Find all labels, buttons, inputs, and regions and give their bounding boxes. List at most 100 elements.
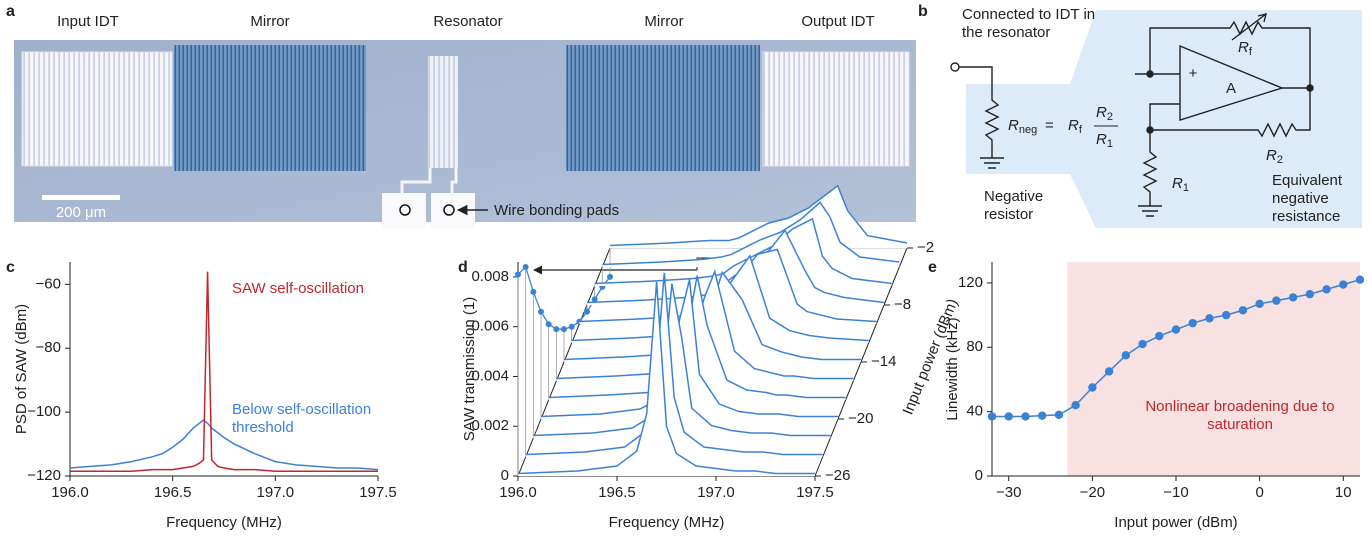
trace: [533, 283, 831, 437]
projection-point: [553, 326, 560, 333]
trace: [525, 272, 823, 456]
point: [1188, 318, 1197, 328]
x-tick-label: 197.5: [359, 484, 397, 501]
y-axis-label: Linewidth (kHz): [944, 317, 961, 420]
projection-point: [568, 323, 575, 330]
point: [1339, 280, 1348, 289]
z-tick-label: −2: [917, 239, 934, 256]
point: [1021, 412, 1030, 421]
point: [1121, 351, 1131, 360]
formula-num: R2: [1096, 104, 1113, 123]
trace-mask: [525, 272, 823, 457]
y-tick-label: 0.006: [471, 318, 509, 335]
trace: [609, 184, 908, 247]
trace-mask: [594, 218, 892, 286]
symbol: R: [1172, 175, 1183, 192]
variable-arrow: [1257, 13, 1267, 23]
output-idt: [762, 51, 910, 167]
series-line: [69, 419, 379, 471]
scale-bar-label: 200 μm: [56, 204, 106, 221]
point: [1238, 306, 1248, 315]
scale-bar: [42, 195, 120, 200]
point: [987, 412, 997, 421]
x-axis-label: Frequency (MHz): [166, 514, 282, 531]
pad-right: [431, 193, 475, 229]
annotation: Nonlinear broadening due to saturation: [1145, 398, 1335, 433]
rf-label: Rf: [1238, 39, 1253, 58]
x-tick-label: 196.5: [154, 484, 192, 501]
y-tick-label: 0: [975, 467, 983, 484]
point: [1305, 289, 1315, 299]
symbol: R: [1266, 147, 1277, 164]
x-tick-label: −30: [996, 484, 1021, 501]
point: [1205, 314, 1214, 323]
projection-point: [584, 308, 590, 315]
x-tick-label: 196.0: [499, 484, 537, 501]
point: [1088, 383, 1097, 392]
y-tick-label: 40: [966, 403, 983, 420]
y-tick-label: 120: [958, 274, 983, 291]
projection-point: [538, 308, 544, 315]
z-tick-label: −26: [825, 467, 850, 484]
trace-mask: [533, 283, 831, 438]
point: [1155, 331, 1164, 341]
mirror-left: [174, 45, 366, 171]
terminal: [950, 62, 960, 72]
trace-mask: [602, 202, 900, 267]
subscript: f: [1249, 46, 1253, 58]
trace-mask: [541, 279, 838, 419]
projection-point: [561, 326, 567, 333]
x-axis-label: Frequency (MHz): [609, 514, 725, 531]
x-tick-label: −10: [1163, 484, 1188, 501]
y-tick-label: 0.004: [471, 367, 509, 384]
pad-left: [382, 193, 426, 229]
series-label: SAW self-oscillation: [232, 280, 364, 297]
pads-label: Wire bonding pads: [494, 202, 619, 219]
projection-point: [545, 321, 552, 328]
r2-label: R2: [1266, 147, 1283, 166]
point: [1071, 401, 1080, 410]
x-tick-label: 196.5: [598, 484, 636, 501]
circuit: [950, 10, 1362, 228]
z-tick-label: −20: [848, 410, 873, 427]
point: [1171, 325, 1181, 334]
trace-mask: [587, 230, 884, 305]
region-label: Resonator: [433, 13, 502, 30]
point: [1322, 285, 1331, 294]
x-tick-label: 10: [1335, 484, 1352, 501]
panel-label: a: [6, 3, 15, 20]
input-idt: [21, 51, 173, 167]
projection-point: [515, 271, 521, 278]
trace-mask: [518, 281, 815, 476]
subscript: f: [1079, 124, 1083, 136]
series-label: Below self-oscillation threshold: [232, 401, 372, 436]
circuit-wires: [1135, 13, 1311, 217]
panel-label: b: [918, 3, 928, 20]
symbol: R: [1096, 104, 1107, 121]
x-axis-label: Input power (dBm): [1114, 514, 1237, 531]
point: [1004, 412, 1013, 421]
symbol: R: [1096, 131, 1107, 148]
y-axis-label: SAW transmission (1): [461, 297, 478, 441]
micrograph: 200 μm Wire bonding pads: [14, 40, 916, 229]
formula-lhs: Rneg: [1008, 117, 1037, 136]
region-label: Mirror: [250, 13, 289, 30]
negative-resistor-symbol: [959, 66, 1004, 169]
x-tick-label: 0: [1255, 484, 1263, 501]
trace: [517, 281, 815, 475]
projection-point: [522, 263, 529, 270]
series-line: [70, 271, 378, 472]
circuit-background: [966, 10, 1362, 228]
formula-eq: =: [1045, 117, 1054, 134]
y-tick-label: 0: [501, 467, 509, 484]
x-tick-label: 196.0: [51, 484, 89, 501]
r1-label: R1: [1172, 175, 1189, 194]
plus-label: +: [1189, 65, 1198, 82]
panel-label: e: [928, 259, 937, 276]
projection-point: [607, 273, 613, 280]
y-tick-label: −120: [27, 467, 61, 484]
subscript: neg: [1019, 124, 1037, 136]
projection-point: [591, 296, 598, 303]
point: [1138, 339, 1147, 349]
